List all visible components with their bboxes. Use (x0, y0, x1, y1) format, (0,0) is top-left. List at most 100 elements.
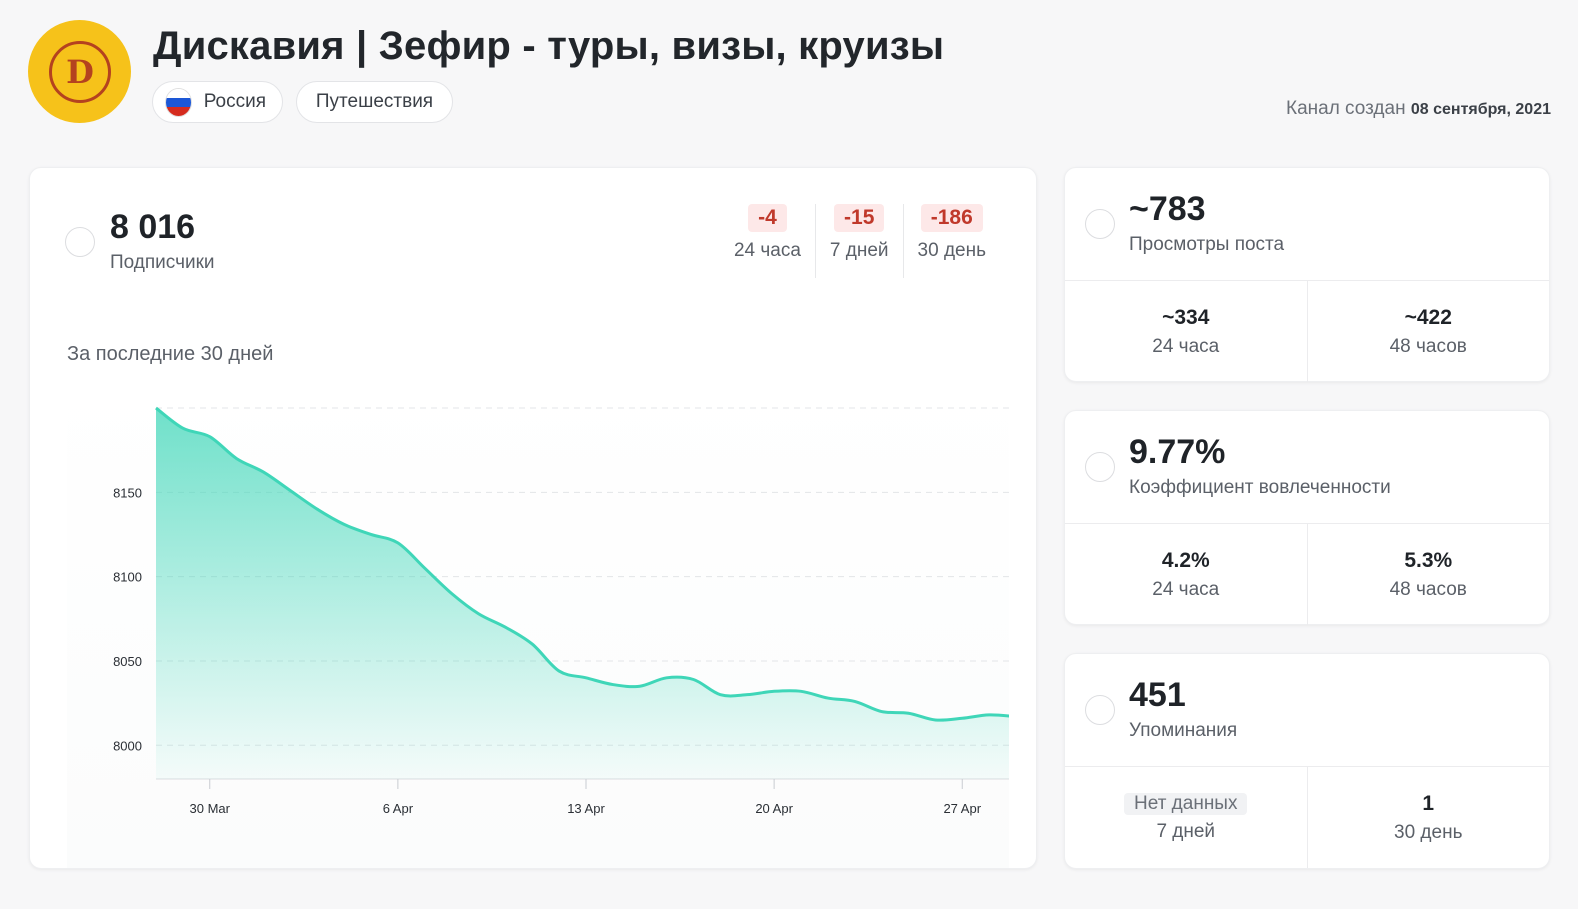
cell-label: 48 часов (1389, 335, 1467, 357)
avatar-logo-icon: D (48, 40, 111, 103)
chart-data-point (315, 507, 319, 511)
subscribers-label: Подписчики (110, 252, 215, 273)
chart-data-point (423, 566, 427, 570)
views-24h: ~334 24 часа (1065, 281, 1307, 382)
chart-data-point (369, 532, 373, 536)
delta-label: 7 дней (829, 240, 889, 261)
chart-x-tick-label: 30 Mar (190, 801, 231, 816)
delta-value: -186 (920, 204, 983, 232)
category-tag-label: Путешествия (315, 91, 434, 112)
chart-data-point (450, 592, 454, 596)
chart-period-label: За последние 30 дней (67, 343, 274, 365)
chart-data-point (342, 522, 346, 526)
cell-value: ~422 (1404, 305, 1452, 329)
chart-data-point (584, 676, 588, 680)
chart-data-point (181, 426, 185, 430)
chart-data-point (288, 489, 292, 493)
engagement-breakdown: 4.2% 24 часа 5.3% 48 часов (1065, 524, 1549, 625)
chart-data-point (262, 470, 266, 474)
mentions-30d: 1 30 день (1306, 767, 1550, 868)
chart-data-point (665, 676, 669, 680)
mentions-summary: 451 Упоминания (1065, 654, 1549, 767)
subscriber-deltas: -4 24 часа -15 7 дней -186 30 день (720, 204, 1000, 278)
chart-data-point (907, 711, 911, 715)
chart-x-tick-label: 20 Apr (755, 801, 793, 816)
chart-data-point (933, 718, 937, 722)
delta-label: 30 день (917, 240, 986, 261)
views-summary: ~783 Просмотры поста (1065, 168, 1549, 281)
views-48h: ~422 48 часов (1306, 281, 1550, 382)
delta-7d: -15 7 дней (814, 204, 903, 278)
no-data-badge: Нет данных (1124, 792, 1248, 815)
engagement-48h: 5.3% 48 часов (1306, 524, 1550, 625)
chart-data-point (853, 699, 857, 703)
engagement-value: 9.77% (1129, 433, 1226, 471)
chart-data-point (799, 689, 803, 693)
channel-avatar[interactable]: D (28, 20, 131, 123)
chart-y-tick-label: 8000 (113, 738, 142, 753)
chart-data-point (530, 642, 534, 646)
chart-data-point (772, 689, 776, 693)
created-prefix: Канал создан (1286, 98, 1406, 119)
subscribers-count: 8 016 (110, 208, 196, 246)
delta-30d: -186 30 день (902, 204, 1000, 278)
mentions-label: Упоминания (1129, 720, 1238, 741)
engagement-radio[interactable] (1085, 452, 1115, 482)
cell-value: ~334 (1162, 305, 1210, 329)
chart-y-tick-label: 8150 (113, 485, 142, 500)
chart-data-point (826, 696, 830, 700)
mentions-7d: Нет данных 7 дней (1065, 767, 1307, 868)
mentions-card: 451 Упоминания Нет данных 7 дней 1 30 де… (1064, 653, 1550, 869)
engagement-summary: 9.77% Коэффициент вовлеченности (1065, 411, 1549, 524)
chart-data-point (987, 713, 991, 717)
delta-label: 24 часа (733, 240, 801, 261)
cell-value: 4.2% (1161, 548, 1210, 572)
mentions-value: 451 (1129, 676, 1186, 714)
channel-header: D Дискавия | Зефир - туры, визы, круизы … (0, 0, 1578, 150)
engagement-card: 9.77% Коэффициент вовлеченности 4.2% 24 … (1064, 410, 1550, 625)
chart-x-tick-label: 6 Apr (383, 801, 414, 816)
country-tag-label: Россия (203, 91, 266, 112)
chart-data-point (611, 683, 615, 687)
chart-data-point (880, 710, 884, 714)
chart-x-tick-label: 27 Apr (943, 801, 981, 816)
chart-data-point (745, 693, 749, 697)
cell-label: 48 часов (1389, 578, 1467, 600)
channel-created: Канал создан 08 сентября, 2021 (1286, 98, 1551, 120)
mentions-radio[interactable] (1085, 695, 1115, 725)
chart-data-point (638, 684, 642, 688)
chart-data-point (503, 625, 507, 629)
subscribers-card: 8 016 Подписчики -4 24 часа -15 7 дней -… (29, 167, 1037, 869)
views-label: Просмотры поста (1129, 234, 1285, 255)
delta-value: -4 (748, 204, 787, 232)
views-value: ~783 (1129, 190, 1206, 228)
chart-x-tick-label: 13 Apr (567, 801, 605, 816)
cell-value: 1 (1422, 791, 1435, 815)
views-breakdown: ~334 24 часа ~422 48 часов (1065, 281, 1549, 382)
chart-data-point (154, 406, 158, 410)
delta-value: -15 (834, 204, 885, 232)
cell-label: 7 дней (1156, 820, 1216, 842)
subscribers-chart[interactable]: 8000 8050 8100 8150 30 Mar 6 Apr 13 Apr 20 Apr 2… (67, 378, 1009, 868)
chart-data-point (960, 716, 964, 720)
views-radio[interactable] (1085, 209, 1115, 239)
chart-y-tick-label: 8050 (113, 654, 142, 669)
subscribers-chart-area: 8000 8050 8100 8150 30 Mar 6 Apr 13 Apr 20 Apr 2… (67, 378, 1009, 868)
mentions-breakdown: Нет данных 7 дней 1 30 день (1065, 767, 1549, 868)
chart-y-tick-label: 8100 (113, 570, 142, 585)
chart-series-line (155, 406, 1009, 722)
chart-data-point (477, 612, 481, 616)
chart-data-point (692, 678, 696, 682)
channel-title: Дискавия | Зефир - туры, визы, круизы (153, 24, 945, 68)
country-tag[interactable]: Россия (152, 81, 283, 123)
delta-24h: -4 24 часа (720, 204, 815, 278)
subscribers-radio[interactable] (65, 227, 95, 257)
engagement-label: Коэффициент вовлеченности (1129, 477, 1391, 498)
cell-label: 24 часа (1152, 578, 1220, 600)
category-tag[interactable]: Путешествия (296, 81, 453, 123)
cell-label: 30 день (1394, 821, 1463, 843)
cell-value: 5.3% (1404, 548, 1453, 572)
views-card: ~783 Просмотры поста ~334 24 часа ~422 4… (1064, 167, 1550, 382)
chart-data-point (557, 669, 561, 673)
created-date: 08 сентября, 2021 (1410, 101, 1551, 118)
